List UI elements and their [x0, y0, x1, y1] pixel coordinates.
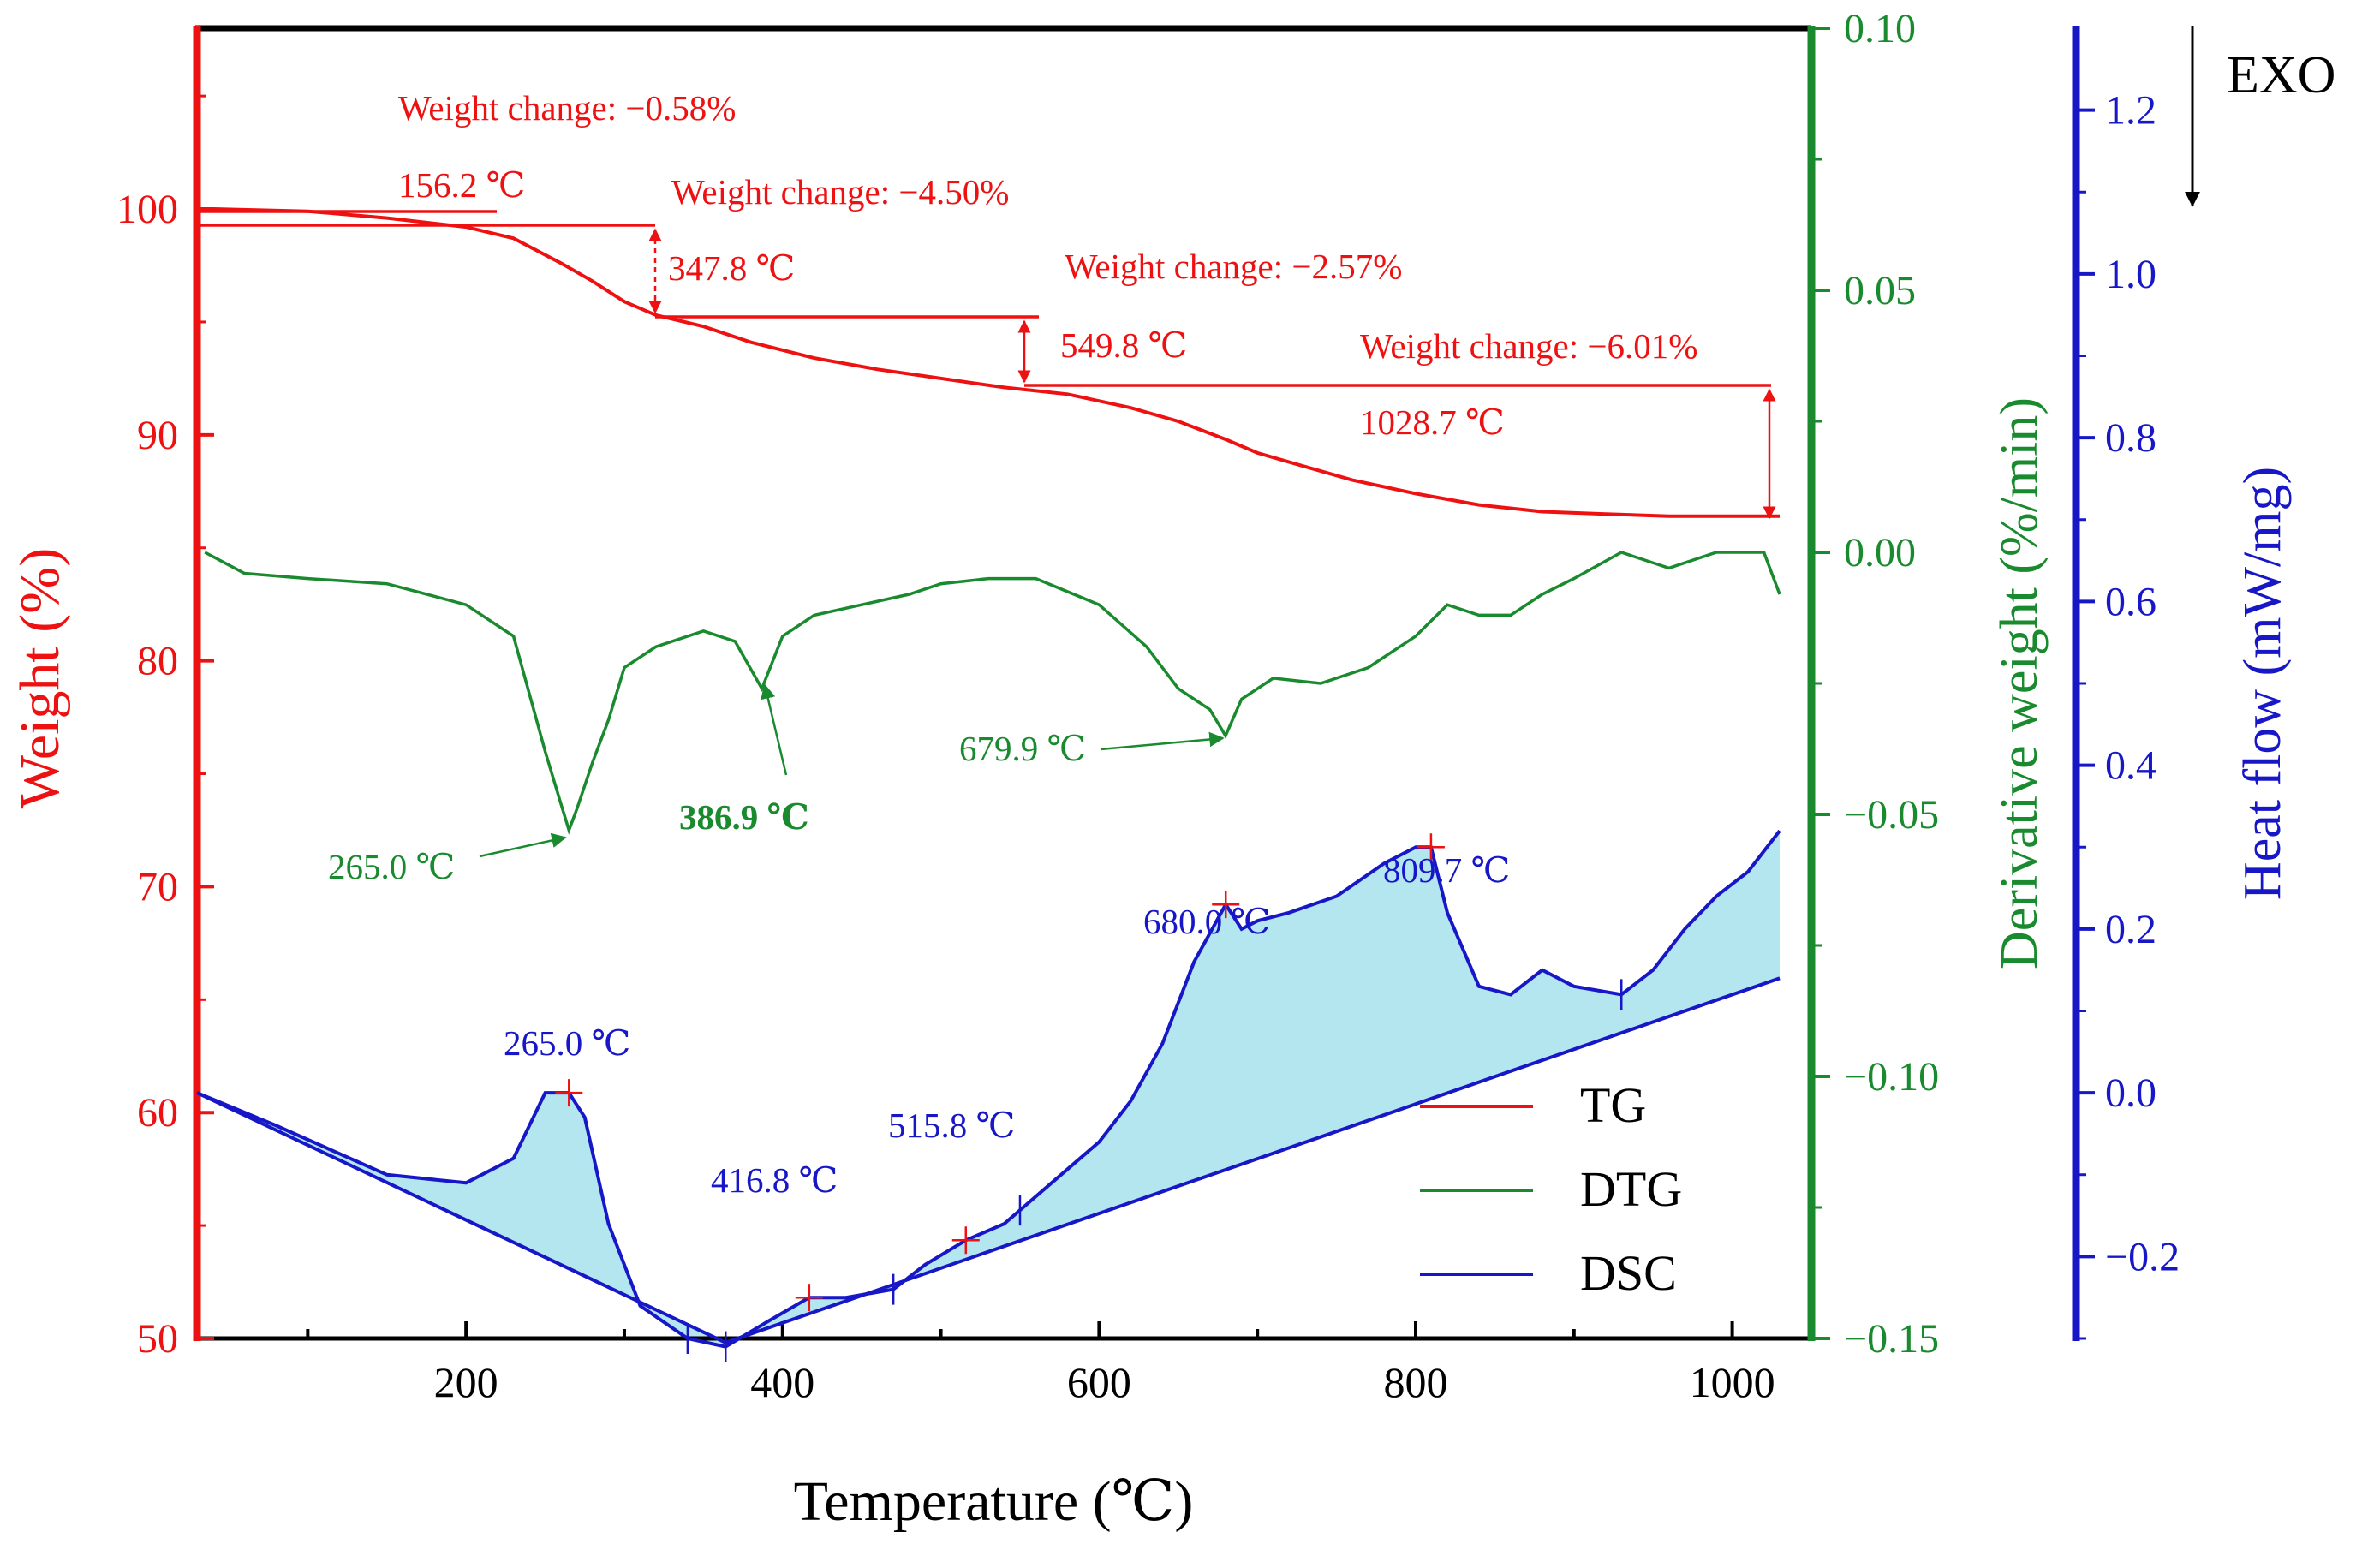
dsc-tick-label-5: 0.8 [2105, 415, 2156, 461]
legend: TG DTG DSC [1420, 1077, 1682, 1301]
tg-axis-title: Weight (%) [9, 548, 71, 808]
dsc-tick-label-4: 0.6 [2105, 579, 2156, 624]
tg-tick-label-50: 50 [137, 1316, 178, 1362]
tg-step-markers [199, 210, 1776, 520]
dtg-tick-label-4: 0.05 [1844, 268, 1916, 313]
dtg-tick-label-3: 0.00 [1844, 530, 1916, 575]
dsc-peak-label-4: 680.0 ℃ [1143, 902, 1270, 941]
dtg-arrow-3 [1100, 731, 1225, 751]
dtg-axis-title: Derivative weight (%/min) [1990, 397, 2049, 969]
tg-weight-change-4: Weight change: −6.01% [1360, 326, 1697, 366]
dtg-tick-label-1: −0.10 [1844, 1054, 1939, 1100]
tg-temp-4: 1028.7 ℃ [1360, 402, 1505, 442]
dsc-peak-label-5: 809.7 ℃ [1383, 850, 1510, 890]
x-axis-title: Temperature (℃) [794, 1470, 1194, 1533]
dtg-peak-label-1: 265.0 ℃ [328, 847, 455, 886]
dtg-peak-label-2: 386.9 ℃ [679, 797, 809, 837]
tg-temp-3: 549.8 ℃ [1060, 325, 1187, 365]
tg-weight-change-3: Weight change: −2.57% [1065, 247, 1402, 286]
tg-weight-change-2: Weight change: −4.50% [671, 172, 1009, 212]
dsc-curve [196, 829, 1781, 1349]
dtg-tick-label-0: −0.15 [1844, 1316, 1939, 1362]
x-tick-label-400: 400 [750, 1358, 814, 1406]
tg-tick-label-80: 80 [137, 639, 178, 684]
dtg-arrow-1 [479, 832, 567, 858]
legend-label-dtg: DTG [1580, 1161, 1682, 1217]
tg-tick-label-70: 70 [137, 864, 178, 909]
dsc-axis-title: Heat flow (mW/mg) [2234, 467, 2292, 900]
dsc-peak-marks [555, 833, 1623, 1362]
dsc-tick-label-0: −0.2 [2105, 1234, 2180, 1279]
tg-temp-1: 156.2 ℃ [398, 165, 525, 205]
x-tick-label-600: 600 [1067, 1358, 1131, 1406]
dsc-tick-label-7: 1.2 [2105, 88, 2156, 134]
legend-label-tg: TG [1580, 1077, 1646, 1133]
x-tick-label-1000: 1000 [1690, 1358, 1775, 1406]
dsc-peak-label-2: 416.8 ℃ [711, 1160, 838, 1200]
x-tick-label-200: 200 [434, 1358, 498, 1406]
tg-curve [212, 207, 1780, 518]
dsc-peak-label-1: 265.0 ℃ [504, 1023, 630, 1063]
dsc-tick-label-2: 0.2 [2105, 907, 2156, 952]
tg-tick-label-100: 100 [116, 187, 178, 232]
dtg-peak-label-3: 679.9 ℃ [959, 729, 1086, 768]
dsc-peak-area [197, 831, 1780, 1347]
dtg-curve [204, 551, 1781, 835]
tg-tick-label-90: 90 [137, 413, 178, 458]
dsc-tick-label-3: 0.4 [2105, 743, 2156, 789]
legend-label-dsc: DSC [1580, 1245, 1677, 1301]
tg-tick-label-60: 60 [137, 1090, 178, 1136]
tg-weight-change-1: Weight change: −0.58% [398, 88, 736, 128]
dtg-tick-label-5: 0.10 [1844, 6, 1916, 51]
dsc-tick-label-6: 1.0 [2105, 252, 2156, 297]
dtg-tick-label-2: −0.05 [1844, 792, 1939, 838]
dsc-peak-label-3: 515.8 ℃ [888, 1106, 1015, 1145]
dtg-arrow-2 [761, 683, 788, 776]
x-tick-label-800: 800 [1383, 1358, 1447, 1406]
tg-temp-2: 347.8 ℃ [668, 248, 795, 288]
dsc-tick-label-1: 0.0 [2105, 1070, 2156, 1116]
exo-label: EXO [2227, 46, 2335, 104]
axis-ticks: 200 400 600 800 1000 50 60 70 80 90 100 −0.15 −0.10 −… [116, 6, 2180, 1406]
